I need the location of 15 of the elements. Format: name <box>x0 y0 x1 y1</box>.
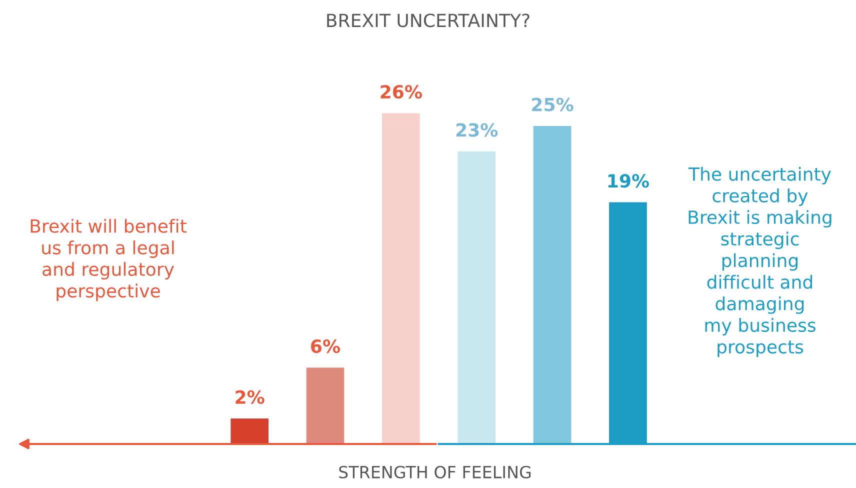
data-label: 25% <box>532 98 574 112</box>
bar <box>382 113 420 444</box>
bar <box>306 368 344 444</box>
text: Brexit will benefit us from a legal and regulatory perspective <box>30 218 186 302</box>
bar <box>230 418 269 444</box>
x-axis-title: STRENGTH OF FEELING <box>339 466 531 478</box>
data-label: 6% <box>311 339 340 354</box>
bar <box>458 151 496 444</box>
chart-title: BREXIT UNCERTAINTY? <box>327 14 530 28</box>
text: The uncertainty created by Brexit is making strategic planning difficult and damaging my business prospects <box>688 166 832 358</box>
bar <box>533 126 572 444</box>
data-label: 26% <box>380 84 422 99</box>
data-label: 23% <box>456 123 498 137</box>
data-label: 19% <box>608 174 650 188</box>
data-label: 2% <box>236 390 264 404</box>
